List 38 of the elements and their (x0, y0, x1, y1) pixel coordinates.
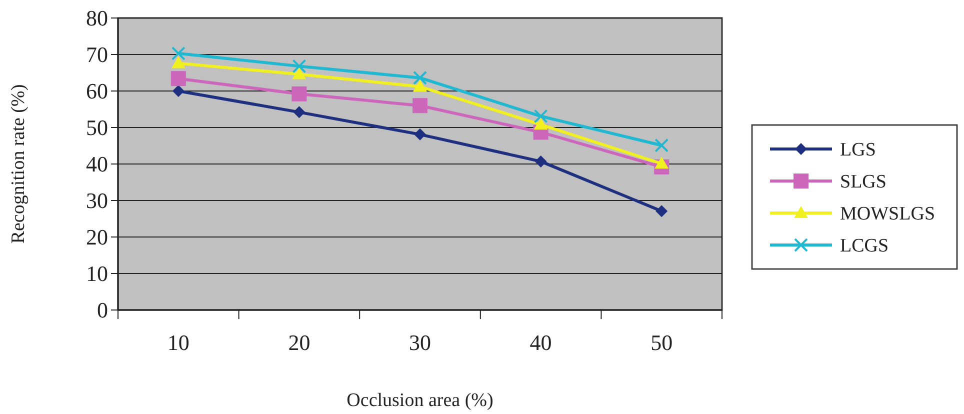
y-tick-label: 40 (86, 152, 108, 177)
point (534, 118, 548, 130)
y-tick-label: 30 (86, 188, 108, 214)
point (292, 86, 307, 102)
point (534, 155, 547, 168)
x-tick-label: 20 (288, 330, 310, 355)
y-tick-label: 10 (86, 261, 108, 286)
legend-label: SLGS (840, 172, 886, 193)
y-tick-label: 0 (97, 298, 108, 323)
y-tick-label: 70 (86, 42, 108, 68)
point (172, 85, 184, 97)
point (654, 156, 669, 169)
point (171, 56, 186, 68)
point (171, 46, 186, 60)
point (413, 80, 427, 92)
point (170, 71, 186, 86)
point (293, 106, 306, 118)
point (414, 128, 426, 140)
y-tick-label: 80 (86, 6, 108, 31)
x-axis-title: Occlusion area (%) (346, 390, 494, 411)
point (413, 70, 427, 85)
legend-label: MOWSLGS (840, 204, 936, 225)
y-tick-label: 50 (86, 115, 108, 140)
legend-label: LGS (840, 140, 876, 161)
x-tick-label: 30 (409, 330, 431, 355)
x-tick-label: 40 (530, 330, 552, 355)
point (656, 205, 668, 218)
point (534, 109, 548, 124)
y-tick-label: 20 (86, 224, 108, 250)
y-tick-label: 60 (86, 78, 108, 104)
x-tick-label: 50 (650, 330, 673, 355)
point (292, 67, 306, 80)
legend-label: LCGS (840, 236, 889, 257)
point (412, 98, 428, 114)
point (654, 138, 669, 152)
y-axis-title: Recognition rate (%) (8, 84, 29, 244)
point (292, 59, 306, 74)
x-tick-label: 10 (167, 330, 190, 355)
